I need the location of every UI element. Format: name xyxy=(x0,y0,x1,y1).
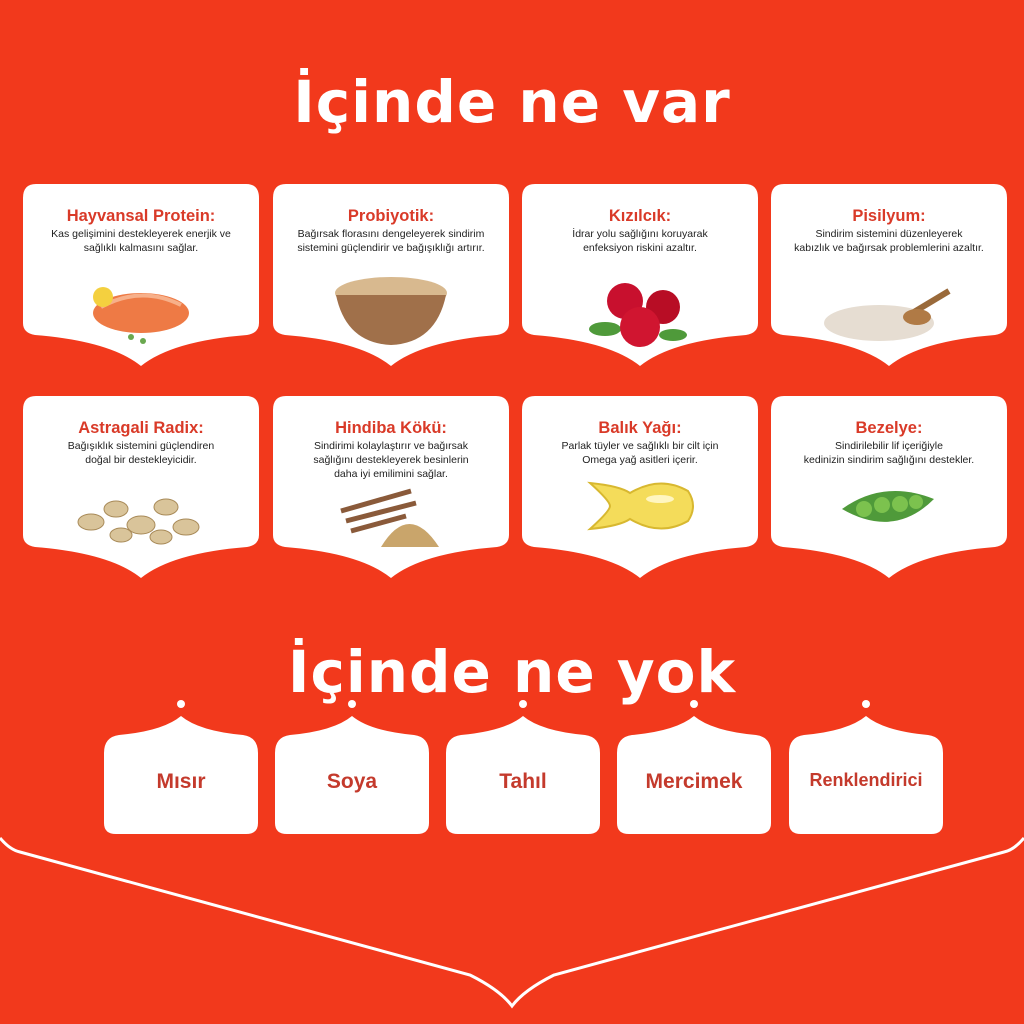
ingredient-description: Sindirilebilir lif içeriğiyle kedinizin … xyxy=(803,440,975,466)
ingredient-card: Balık Yağı: Parlak tüyler ve sağlıklı bir… xyxy=(521,395,759,579)
hanger-dot xyxy=(177,700,185,708)
card-background xyxy=(522,184,758,366)
ingredient-card: Probiyotik: Bağırsak florasını dengeleyer… xyxy=(272,183,510,367)
hanger-dot xyxy=(519,700,527,708)
ingredient-name: Probiyotik: xyxy=(347,207,435,225)
title-not-contains: İçinde ne yok xyxy=(287,638,737,706)
ingredient-name: Bezelye: xyxy=(855,419,923,437)
ingredient-card: Astragali Radix: Bağışıklık sistemini güç… xyxy=(22,395,260,579)
excluded-ingredient-card: Mercimek xyxy=(616,715,772,835)
card-background xyxy=(273,184,509,366)
ingredient-name: Balık Yağı: xyxy=(598,419,682,437)
ingredient-card: Pisilyum: Sindirim sistemini düzenleyerek… xyxy=(770,183,1008,367)
excluded-ingredient-label: Soya xyxy=(326,770,378,793)
card-background xyxy=(273,396,509,578)
salmon-image xyxy=(81,275,201,349)
ingredient-description: Sindirimi kolaylaştırır ve bağırsak sağl… xyxy=(313,440,469,480)
ingredient-description: Bağışıklık sistemini güçlendiren doğal b… xyxy=(67,440,215,466)
excluded-ingredient-label: Mercimek xyxy=(645,770,743,793)
excluded-ingredient-label: Mısır xyxy=(156,770,206,793)
excluded-ingredient-card: Renklendirici xyxy=(788,715,944,835)
ingredient-description: Sindirim sistemini düzenleyerek kabızlık… xyxy=(794,228,984,254)
card-background xyxy=(23,396,259,578)
excluded-ingredient-label: Renklendirici xyxy=(809,770,923,790)
ingredient-card: Bezelye: Sindirilebilir lif içeriğiyle ke… xyxy=(770,395,1008,579)
card-background xyxy=(789,716,943,834)
cranberry-image xyxy=(585,279,695,355)
hanger-dot xyxy=(690,700,698,708)
fish-oil-capsule-image xyxy=(580,471,700,545)
excluded-ingredient-card: Tahıl xyxy=(445,715,601,835)
ingredient-description: İdrar yolu sağlığını koruyarak enfeksiyo… xyxy=(572,228,708,254)
ingredient-name: Kızılcık: xyxy=(608,207,672,225)
ingredient-name: Hayvansal Protein: xyxy=(66,207,216,225)
ingredient-name: Pisilyum: xyxy=(852,207,926,225)
powder-bowl-image xyxy=(326,271,456,353)
card-background xyxy=(771,396,1007,578)
excluded-ingredient-card: Mısır xyxy=(103,715,259,835)
title-contains: İçinde ne var xyxy=(293,68,731,136)
excluded-ingredient-card: Soya xyxy=(274,715,430,835)
ingredient-name: Hindiba Kökü: xyxy=(335,419,447,437)
card-background xyxy=(23,184,259,366)
hanger-dot xyxy=(862,700,870,708)
peas-image xyxy=(834,469,944,543)
ingredient-description: Bağırsak florasını dengeleyerek sindirim… xyxy=(297,228,485,254)
hanger-dot xyxy=(348,700,356,708)
ingredient-description: Parlak tüyler ve sağlıklı bir cilt için … xyxy=(561,440,719,466)
card-background xyxy=(617,716,771,834)
ingredient-name: Astragali Radix: xyxy=(78,419,204,437)
ingredient-card: Kızılcık: İdrar yolu sağlığını koruyarak … xyxy=(521,183,759,367)
card-background xyxy=(446,716,600,834)
ingredient-card: Hayvansal Protein: Kas gelişimini destekl… xyxy=(22,183,260,367)
ingredient-description: Kas gelişimini destekleyerek enerjik ve … xyxy=(51,228,231,254)
card-background xyxy=(275,716,429,834)
psyllium-image xyxy=(819,283,959,347)
card-background xyxy=(104,716,258,834)
excluded-ingredient-label: Tahıl xyxy=(499,770,547,793)
root-slices-image xyxy=(71,487,211,551)
chicory-root-image xyxy=(331,481,451,555)
ingredient-card: Hindiba Kökü: Sindirimi kolaylaştırır ve … xyxy=(272,395,510,579)
